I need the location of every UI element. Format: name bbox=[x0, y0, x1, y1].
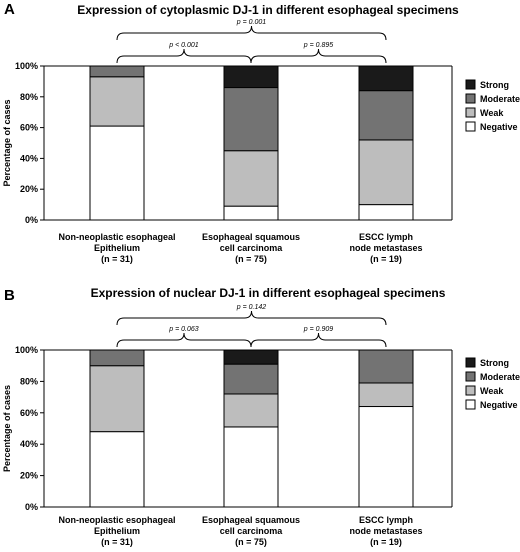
chart-title: Expression of nuclear DJ-1 in different … bbox=[91, 286, 446, 300]
category-label-line: Esophageal squamous bbox=[202, 232, 300, 242]
category-label-line: ESCC lymph bbox=[359, 515, 413, 525]
bar-segment-weak bbox=[358, 382, 414, 408]
legend-label: Moderate bbox=[480, 372, 520, 382]
panel-letter: A bbox=[4, 1, 15, 18]
category-label-line: cell carcinoma bbox=[220, 526, 284, 536]
comparison-brace bbox=[116, 332, 252, 348]
category-label-line: Epithelium bbox=[94, 243, 140, 253]
bar-segment-strong bbox=[223, 65, 279, 89]
y-tick-label: 100% bbox=[15, 345, 38, 355]
category-label: Non-neoplastic esophageal Epithelium (n = … bbox=[58, 515, 175, 547]
p-value-label: p = 0.001 bbox=[236, 19, 266, 26]
comparison-brace bbox=[116, 48, 252, 64]
panel-b: B Expression of nuclear DJ-1 in different… bbox=[2, 286, 520, 547]
comparison-brace bbox=[250, 48, 387, 64]
category-label-line: (n = 31) bbox=[101, 254, 133, 264]
bar-segment-moderate bbox=[358, 349, 414, 384]
y-axis-label: Percentage of cases bbox=[2, 99, 12, 186]
p-value-label: p = 0.895 bbox=[303, 42, 333, 49]
bar-segment-moderate bbox=[89, 349, 145, 367]
y-tick-label: 80% bbox=[20, 92, 38, 102]
bar-segment-moderate bbox=[89, 65, 145, 78]
category-label-line: ESCC lymph bbox=[359, 232, 413, 242]
y-axis-label: Percentage of cases bbox=[2, 385, 12, 472]
legend-swatch-moderate bbox=[465, 93, 476, 104]
p-value-label: p = 0.142 bbox=[236, 304, 266, 311]
chart-title: Expression of cytoplasmic DJ-1 in differ… bbox=[77, 3, 459, 17]
category-label: Esophageal squamous cell carcinoma (n = 75… bbox=[202, 515, 300, 547]
bar-segment-negative bbox=[223, 205, 279, 221]
bar-segment-strong bbox=[223, 349, 279, 365]
bar-segment-moderate bbox=[223, 87, 279, 152]
y-tick-label: 0% bbox=[25, 215, 38, 225]
category-label-line: (n = 19) bbox=[370, 254, 402, 264]
panel-letter: B bbox=[4, 287, 15, 304]
y-tick-label: 20% bbox=[20, 184, 38, 194]
y-tick-label: 20% bbox=[20, 471, 38, 481]
bar-segment-weak bbox=[89, 76, 145, 127]
legend-swatch-weak bbox=[465, 107, 476, 118]
category-label-line: Non-neoplastic esophageal bbox=[58, 232, 175, 242]
bar-segment-negative bbox=[358, 406, 414, 508]
category-label-line: node metastases bbox=[349, 243, 422, 253]
y-tick-label: 100% bbox=[15, 61, 38, 71]
comparison-brace bbox=[116, 310, 387, 326]
category-label-line: (n = 31) bbox=[101, 537, 133, 547]
bar-segment-moderate bbox=[358, 90, 414, 141]
category-label-line: Esophageal squamous bbox=[202, 515, 300, 525]
bar-segment-negative bbox=[223, 426, 279, 508]
bar-segment-weak bbox=[358, 139, 414, 206]
bar-segment-negative bbox=[89, 125, 145, 221]
p-value-label: p = 0.063 bbox=[168, 326, 198, 333]
category-label-line: (n = 19) bbox=[370, 537, 402, 547]
legend-label: Weak bbox=[480, 108, 504, 118]
category-label: ESCC lymph node metastases (n = 19) bbox=[349, 232, 422, 264]
category-label-line: node metastases bbox=[349, 526, 422, 536]
category-label: Esophageal squamous cell carcinoma (n = 75… bbox=[202, 232, 300, 264]
category-label: Non-neoplastic esophageal Epithelium (n = … bbox=[58, 232, 175, 264]
legend-swatch-weak bbox=[465, 385, 476, 396]
bar-segment-weak bbox=[89, 365, 145, 433]
legend-swatch-strong bbox=[465, 357, 476, 368]
category-label-line: cell carcinoma bbox=[220, 243, 284, 253]
legend-label: Negative bbox=[480, 122, 518, 132]
category-label-line: Epithelium bbox=[94, 526, 140, 536]
panel-a: A Expression of cytoplasmic DJ-1 in diffe… bbox=[2, 1, 520, 264]
p-value-label: p = 0.909 bbox=[303, 326, 333, 333]
legend-swatch-strong bbox=[465, 79, 476, 90]
comparison-brace bbox=[116, 25, 387, 41]
bar-segment-moderate bbox=[223, 363, 279, 395]
bar-segment-weak bbox=[223, 150, 279, 207]
y-tick-label: 40% bbox=[20, 153, 38, 163]
bar-segment-strong bbox=[358, 65, 414, 92]
category-label-line: (n = 75) bbox=[235, 537, 267, 547]
legend-swatch-negative bbox=[465, 121, 476, 132]
y-tick-label: 0% bbox=[25, 502, 38, 512]
category-label: ESCC lymph node metastases (n = 19) bbox=[349, 515, 422, 547]
category-label-line: Non-neoplastic esophageal bbox=[58, 515, 175, 525]
legend-label: Strong bbox=[480, 358, 509, 368]
legend-label: Moderate bbox=[480, 94, 520, 104]
y-tick-label: 60% bbox=[20, 123, 38, 133]
legend-label: Negative bbox=[480, 400, 518, 410]
comparison-brace bbox=[250, 332, 387, 348]
y-tick-label: 40% bbox=[20, 439, 38, 449]
legend-label: Strong bbox=[480, 80, 509, 90]
category-label-line: (n = 75) bbox=[235, 254, 267, 264]
bar-segment-negative bbox=[358, 204, 414, 221]
bar-segment-negative bbox=[89, 431, 145, 508]
p-value-label: p < 0.001 bbox=[168, 42, 198, 49]
y-tick-label: 80% bbox=[20, 376, 38, 386]
bar-segment-weak bbox=[223, 393, 279, 428]
legend-swatch-moderate bbox=[465, 371, 476, 382]
legend-label: Weak bbox=[480, 386, 504, 396]
legend-swatch-negative bbox=[465, 399, 476, 410]
y-tick-label: 60% bbox=[20, 408, 38, 418]
